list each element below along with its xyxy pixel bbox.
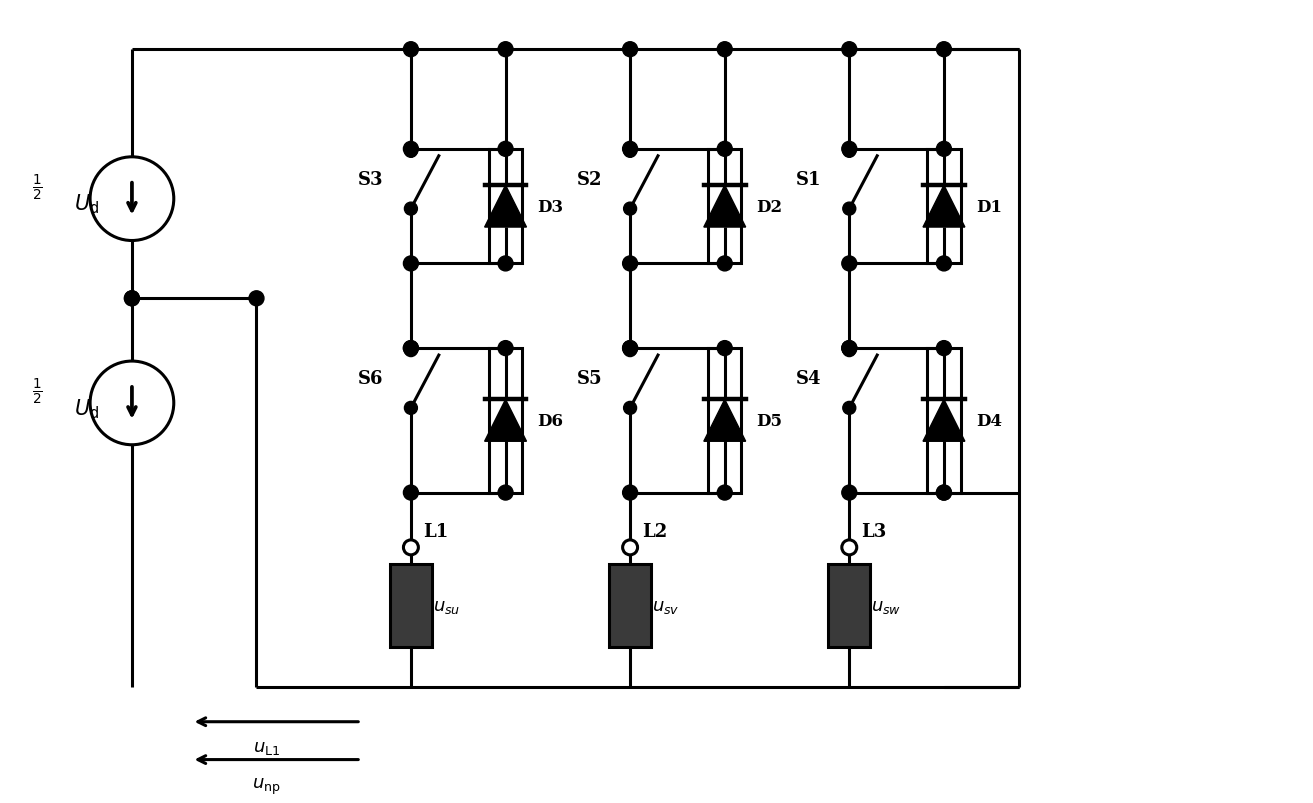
Bar: [609, 565, 651, 647]
Circle shape: [498, 341, 513, 357]
Circle shape: [622, 142, 638, 157]
Bar: [488, 349, 523, 493]
Text: D1: D1: [976, 198, 1002, 215]
Circle shape: [622, 341, 638, 357]
Circle shape: [843, 402, 856, 415]
Circle shape: [936, 142, 952, 157]
Bar: [927, 349, 961, 493]
Text: D6: D6: [537, 412, 563, 430]
Text: D4: D4: [976, 412, 1002, 430]
Circle shape: [125, 291, 139, 307]
Circle shape: [403, 43, 419, 58]
Text: S3: S3: [357, 170, 383, 189]
Circle shape: [404, 344, 418, 357]
Text: D5: D5: [756, 412, 783, 430]
Text: $U_\mathrm{d}$: $U_\mathrm{d}$: [74, 193, 100, 216]
Circle shape: [403, 341, 419, 357]
Text: $\frac{1}{2}$: $\frac{1}{2}$: [32, 173, 42, 202]
Text: $U_\mathrm{d}$: $U_\mathrm{d}$: [74, 397, 100, 420]
Circle shape: [622, 540, 638, 555]
Bar: [927, 149, 961, 264]
Circle shape: [498, 486, 513, 500]
Text: L1: L1: [423, 523, 448, 540]
Bar: [708, 149, 742, 264]
Text: L3: L3: [861, 523, 886, 540]
Polygon shape: [923, 400, 965, 442]
Circle shape: [622, 257, 638, 271]
Text: $u_\mathrm{L1}$: $u_\mathrm{L1}$: [253, 738, 280, 756]
Text: $u_{sv}$: $u_{sv}$: [653, 597, 680, 615]
Text: S4: S4: [796, 369, 822, 388]
Circle shape: [842, 142, 857, 157]
Circle shape: [622, 486, 638, 500]
Circle shape: [498, 257, 513, 271]
Polygon shape: [484, 400, 527, 442]
Circle shape: [624, 344, 637, 357]
Circle shape: [717, 341, 733, 357]
Circle shape: [936, 257, 952, 271]
Text: $u_{sw}$: $u_{sw}$: [872, 597, 902, 615]
Circle shape: [843, 203, 856, 216]
Circle shape: [842, 341, 857, 357]
Circle shape: [403, 486, 419, 500]
Polygon shape: [704, 186, 746, 228]
Circle shape: [842, 540, 857, 555]
Circle shape: [717, 142, 733, 157]
Circle shape: [404, 203, 418, 216]
Circle shape: [936, 341, 952, 357]
Polygon shape: [484, 186, 527, 228]
Text: D3: D3: [537, 198, 563, 215]
Circle shape: [717, 486, 733, 500]
Text: S5: S5: [576, 369, 603, 388]
Text: S2: S2: [576, 170, 603, 189]
Circle shape: [936, 486, 952, 500]
Circle shape: [843, 145, 856, 158]
Circle shape: [403, 341, 419, 357]
Circle shape: [624, 402, 637, 415]
Bar: [488, 149, 523, 264]
Text: $\frac{1}{2}$: $\frac{1}{2}$: [32, 377, 42, 406]
Circle shape: [936, 486, 952, 500]
Bar: [829, 565, 871, 647]
Circle shape: [843, 344, 856, 357]
Polygon shape: [923, 186, 965, 228]
Circle shape: [498, 43, 513, 58]
Text: $u_\mathrm{np}$: $u_\mathrm{np}$: [252, 776, 281, 796]
Circle shape: [717, 257, 733, 271]
Bar: [390, 565, 432, 647]
Circle shape: [842, 486, 857, 500]
Text: L2: L2: [642, 523, 667, 540]
Circle shape: [842, 43, 857, 58]
Circle shape: [404, 145, 418, 158]
Circle shape: [404, 402, 418, 415]
Text: S1: S1: [796, 170, 822, 189]
Circle shape: [622, 341, 638, 357]
Circle shape: [624, 203, 637, 216]
Circle shape: [717, 43, 733, 58]
Text: D2: D2: [756, 198, 783, 215]
Circle shape: [403, 257, 419, 271]
Circle shape: [622, 43, 638, 58]
Text: S6: S6: [357, 369, 383, 388]
Circle shape: [624, 145, 637, 158]
Circle shape: [936, 43, 952, 58]
Circle shape: [403, 142, 419, 157]
Text: $u_{su}$: $u_{su}$: [433, 597, 461, 615]
Polygon shape: [704, 400, 746, 442]
Circle shape: [249, 291, 264, 307]
Circle shape: [125, 291, 139, 307]
Circle shape: [842, 257, 857, 271]
Circle shape: [498, 142, 513, 157]
Circle shape: [403, 540, 419, 555]
Circle shape: [842, 341, 857, 357]
Bar: [708, 349, 742, 493]
